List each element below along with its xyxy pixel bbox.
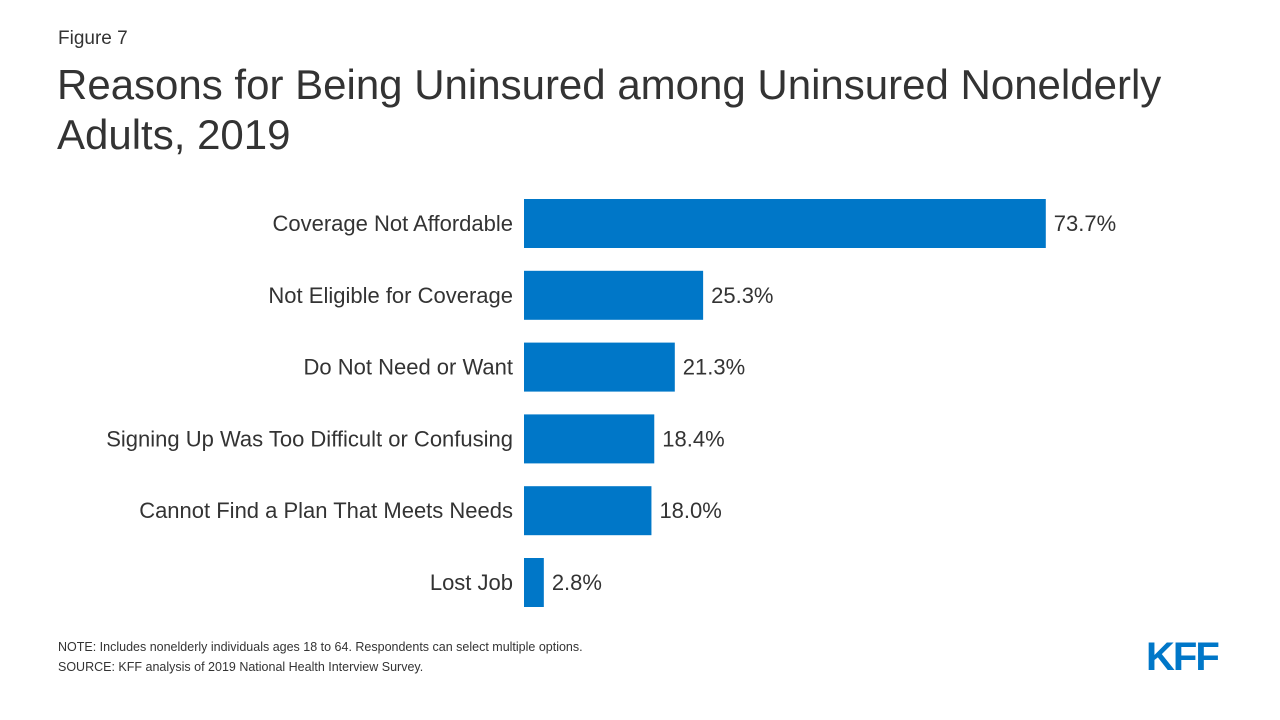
- category-label: Do Not Need or Want: [304, 355, 514, 380]
- bar: [524, 558, 544, 607]
- value-label: 18.4%: [662, 426, 724, 451]
- figure-label: Figure 7: [58, 28, 128, 49]
- category-label: Lost Job: [430, 570, 513, 595]
- value-label: 21.3%: [683, 355, 745, 380]
- bar: [524, 270, 704, 320]
- value-label: 18.0%: [659, 498, 721, 523]
- bar: [524, 486, 652, 536]
- note-text: NOTE: Includes nonelderly individuals ag…: [58, 640, 583, 654]
- value-label: 2.8%: [552, 570, 602, 595]
- category-label: Signing Up Was Too Difficult or Confusin…: [106, 426, 513, 451]
- chart-title: Reasons for Being Uninsured among Uninsu…: [57, 61, 1162, 158]
- category-label: Coverage Not Affordable: [272, 211, 513, 236]
- value-label: 73.7%: [1054, 211, 1116, 236]
- value-label: 25.3%: [711, 283, 773, 308]
- bar: [524, 199, 1046, 248]
- bar: [524, 342, 675, 392]
- source-text: SOURCE: KFF analysis of 2019 National He…: [58, 660, 424, 674]
- bar: [524, 414, 655, 464]
- notes: NOTE: Includes nonelderly individuals ag…: [58, 637, 583, 677]
- bar-chart: Coverage Not Affordable 73.7% Not Eligible…: [106, 199, 1116, 607]
- kff-logo: KFF: [1146, 635, 1220, 679]
- category-label: Cannot Find a Plan That Meets Needs: [139, 498, 513, 523]
- category-label: Not Eligible for Coverage: [268, 283, 513, 308]
